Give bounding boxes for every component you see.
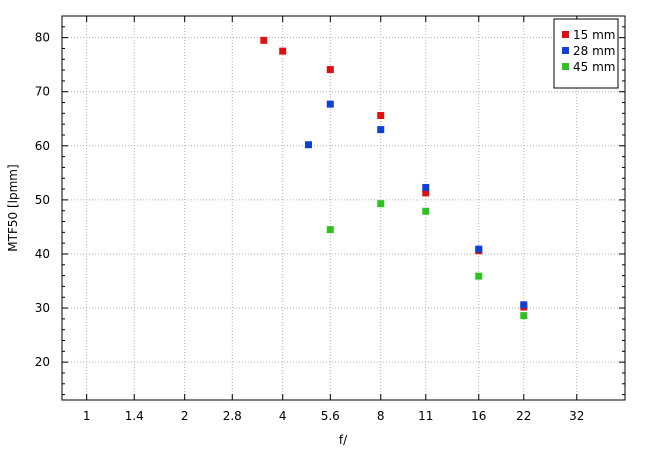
x-tick-label: 2 [181,409,189,423]
x-tick-label: 2.8 [223,409,242,423]
y-tick-label: 30 [35,301,50,315]
point-28-mm [326,100,334,108]
plot-area [62,16,625,400]
y-axis-title: MTF50 [lpmm] [6,164,20,251]
point-45-mm [422,207,430,215]
x-tick-label: 1 [83,409,91,423]
x-tick-label: 4 [279,409,287,423]
x-tick-label: 32 [569,409,584,423]
point-15-mm [260,36,268,44]
y-tick-label: 60 [35,139,50,153]
point-45-mm [377,200,385,208]
legend-swatch [562,31,569,38]
legend-label: 28 mm [573,44,615,58]
point-15-mm [326,66,334,74]
x-tick-label: 1.4 [125,409,144,423]
point-28-mm [377,126,385,134]
y-tick-label: 50 [35,193,50,207]
legend-swatch [562,47,569,54]
point-28-mm [520,301,528,309]
point-45-mm [520,312,528,320]
point-15-mm [377,112,385,120]
y-tick-labels: 20 30 40 50 60 70 80 [35,31,50,370]
x-tick-labels: 1 1.4 2 2.8 4 5.6 8 11 16 22 32 [83,409,585,423]
point-28-mm [422,183,430,191]
x-tick-label: 5.6 [321,409,340,423]
y-tick-label: 40 [35,247,50,261]
point-15-mm [279,47,287,55]
legend: 15 mm 28 mm 45 mm [553,18,619,89]
x-tick-label: 8 [377,409,385,423]
point-45-mm [326,226,334,234]
legend-label: 45 mm [573,60,615,74]
point-28-mm [304,141,312,149]
point-28-mm [475,245,483,253]
data-points [260,36,528,320]
x-tick-label: 16 [471,409,486,423]
plot-frame [61,15,626,401]
y-tick-label: 70 [35,85,50,99]
legend-label: 15 mm [573,28,615,42]
y-tick-label: 80 [35,31,50,45]
legend-swatch [562,63,569,70]
point-15-mm [422,189,430,197]
x-tick-label: 11 [418,409,433,423]
x-axis-title: f/ [339,433,348,447]
y-tick-label: 20 [35,355,50,369]
x-tick-label: 22 [516,409,531,423]
point-45-mm [475,272,483,280]
